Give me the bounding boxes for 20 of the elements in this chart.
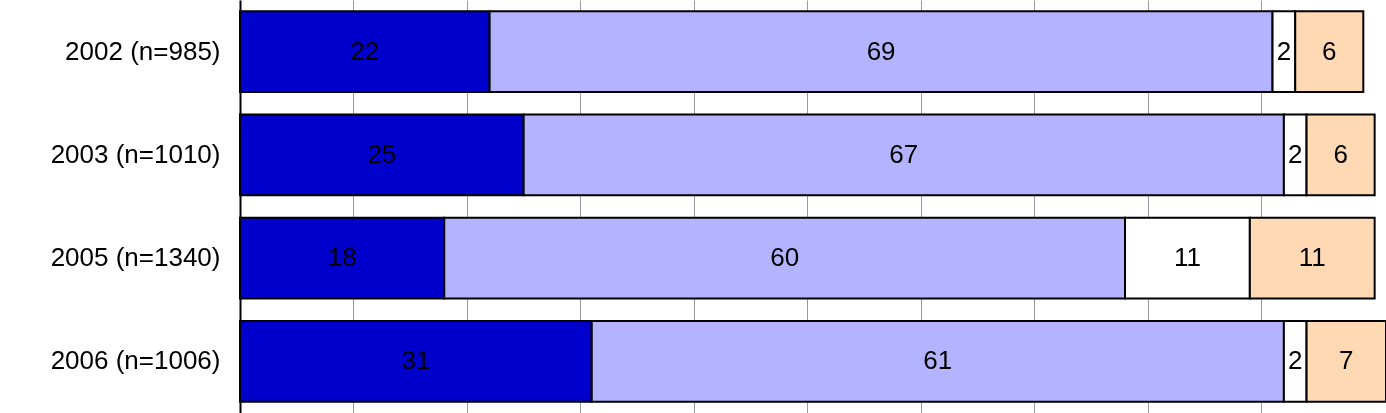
data-label: 25 — [367, 138, 397, 169]
data-label: 61 — [923, 345, 953, 376]
data-label: 2 — [1287, 345, 1303, 376]
data-label: 18 — [327, 242, 357, 273]
data-label: 60 — [770, 242, 800, 273]
y-tick-label: 2006 (n=1006) — [50, 345, 221, 376]
y-tick-label: 2002 (n=985) — [65, 35, 221, 66]
data-label: 7 — [1339, 345, 1354, 376]
data-label: 11 — [1298, 242, 1326, 273]
data-label: 69 — [866, 35, 896, 66]
data-label: 31 — [401, 345, 431, 376]
data-label: 67 — [889, 138, 919, 169]
data-label: 22 — [350, 35, 380, 66]
data-label: 11 — [1173, 242, 1201, 273]
data-label: 2 — [1276, 35, 1292, 66]
data-label: 6 — [1333, 138, 1348, 169]
data-label: 2 — [1287, 138, 1303, 169]
data-label: 6 — [1322, 35, 1337, 66]
y-tick-label: 2003 (n=1010) — [50, 138, 221, 169]
y-tick-label: 2005 (n=1340) — [50, 242, 221, 273]
